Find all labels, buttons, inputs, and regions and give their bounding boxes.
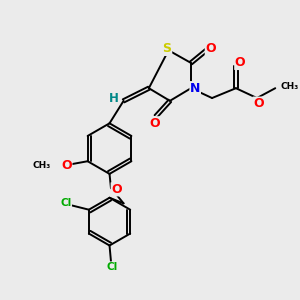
Text: O: O [111,183,122,196]
Text: O: O [253,97,264,110]
Text: S: S [163,42,172,56]
Text: O: O [205,42,216,56]
Text: O: O [235,56,245,69]
Text: Cl: Cl [60,198,71,208]
Text: N: N [190,82,200,95]
Text: O: O [149,117,160,130]
Text: H: H [109,92,119,104]
Text: Cl: Cl [107,262,118,272]
Text: CH₃: CH₃ [281,82,299,91]
Text: O: O [61,159,72,172]
Text: CH₃: CH₃ [33,161,51,170]
